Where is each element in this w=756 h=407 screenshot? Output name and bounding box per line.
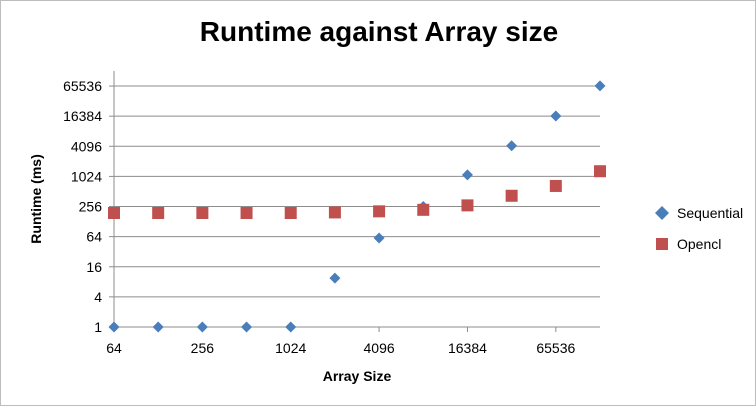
data-point-opencl [461, 199, 474, 212]
data-point-sequential [108, 321, 120, 333]
data-point-opencl [373, 205, 386, 218]
data-point-sequential [461, 169, 473, 181]
x-tick-label: 16384 [448, 340, 487, 356]
data-point-opencl [594, 165, 606, 178]
data-series [108, 80, 606, 333]
data-point-sequential [152, 321, 164, 333]
legend-marker-sequential [655, 206, 669, 220]
x-tick-label: 256 [191, 340, 215, 356]
grid-lines [114, 85, 600, 298]
y-tick-label: 16384 [63, 108, 102, 124]
x-tick-label: 64 [106, 340, 122, 356]
x-axis-title: Array Size [323, 368, 392, 384]
legend-marker-opencl [656, 238, 668, 250]
data-point-opencl [240, 207, 253, 220]
data-point-opencl [108, 207, 120, 220]
data-point-sequential [241, 321, 253, 333]
y-tick-label: 65536 [63, 78, 102, 94]
data-point-opencl [505, 189, 518, 202]
y-axis-title: Runtime (ms) [28, 154, 44, 243]
data-point-sequential [506, 140, 518, 152]
y-tick-label: 4 [94, 289, 102, 305]
y-tick-label: 64 [86, 229, 102, 245]
legend-label-opencl: Opencl [677, 236, 721, 252]
x-tick-label: 65536 [536, 340, 575, 356]
data-point-opencl [549, 179, 562, 192]
data-point-opencl [417, 203, 430, 216]
y-tick-label: 4096 [71, 138, 102, 154]
data-point-opencl [284, 207, 297, 220]
chart-title: Runtime against Array size [200, 16, 558, 47]
data-point-opencl [152, 207, 165, 220]
y-tick-label: 1 [94, 319, 102, 335]
data-point-sequential [373, 232, 385, 244]
y-tick-label: 256 [79, 199, 103, 215]
y-axis-ticks: 1 4 16 64 256 1024 4096 16384 65536 [63, 78, 114, 335]
data-point-sequential [196, 321, 208, 333]
data-point-sequential [329, 272, 341, 284]
legend: Sequential Opencl [655, 205, 743, 252]
y-tick-label: 1024 [71, 168, 102, 184]
x-tick-label: 4096 [364, 340, 395, 356]
data-point-opencl [328, 206, 341, 219]
legend-label-sequential: Sequential [677, 205, 743, 221]
x-tick-label: 1024 [275, 340, 306, 356]
data-point-sequential [550, 110, 562, 122]
x-axis-ticks: 64 256 1024 4096 16384 65536 [106, 327, 575, 356]
data-point-sequential [285, 321, 297, 333]
y-tick-label: 16 [86, 259, 102, 275]
data-point-sequential [594, 80, 606, 92]
data-point-opencl [196, 207, 209, 220]
